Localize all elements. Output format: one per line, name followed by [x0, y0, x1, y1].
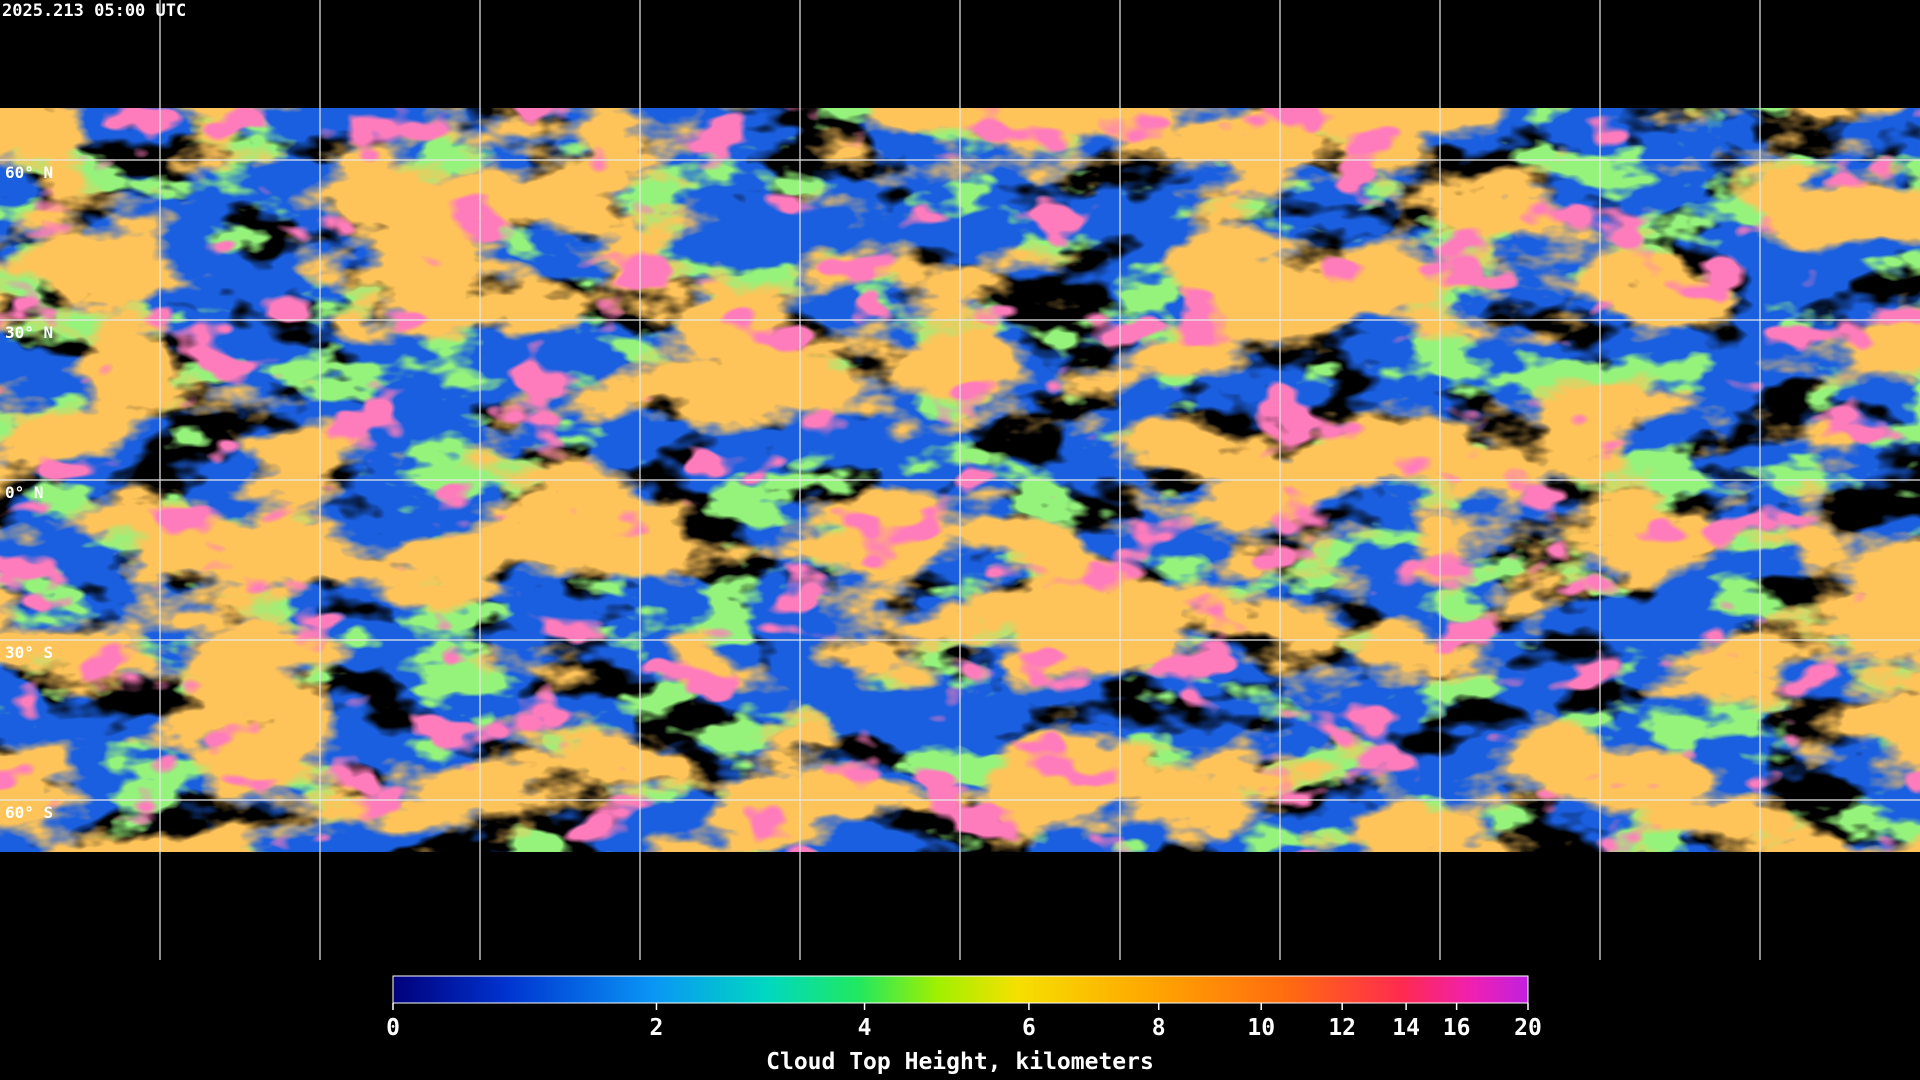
colorbar-tick-label: 16 [1443, 1015, 1471, 1041]
colorbar-tick-label: 14 [1392, 1015, 1420, 1041]
timestamp: 2025.213 05:00 UTC [2, 1, 186, 21]
colorbar: Cloud Top Height, kilometers 0 2 4 6 8 10 12 14… [386, 975, 1542, 1075]
colorbar-label: Cloud Top Height, kilometers [766, 1049, 1154, 1075]
latitude-label: 30° N [5, 323, 53, 342]
colorbar-gradient [392, 975, 1529, 1004]
colorbar-tick-label: 10 [1247, 1015, 1275, 1041]
latitude-label: 60° N [5, 163, 53, 182]
latitude-label: 0° N [5, 483, 44, 502]
latitude-label: 60° S [5, 803, 53, 822]
graticule [0, 0, 1920, 960]
colorbar-tick-label: 8 [1152, 1015, 1166, 1041]
colorbar-tick-label: 2 [650, 1015, 664, 1041]
colorbar-tick-label: 4 [858, 1015, 872, 1041]
latitude-label: 30° S [5, 643, 53, 662]
colorbar-tick-label: 0 [386, 1015, 400, 1041]
colorbar-tick-label: 12 [1328, 1015, 1356, 1041]
colorbar-tick-label: 20 [1514, 1015, 1542, 1041]
latitude-labels: 60° N 30° N 0° N 30° S 60° S [5, 163, 53, 822]
colorbar-tick-label: 6 [1022, 1015, 1036, 1041]
